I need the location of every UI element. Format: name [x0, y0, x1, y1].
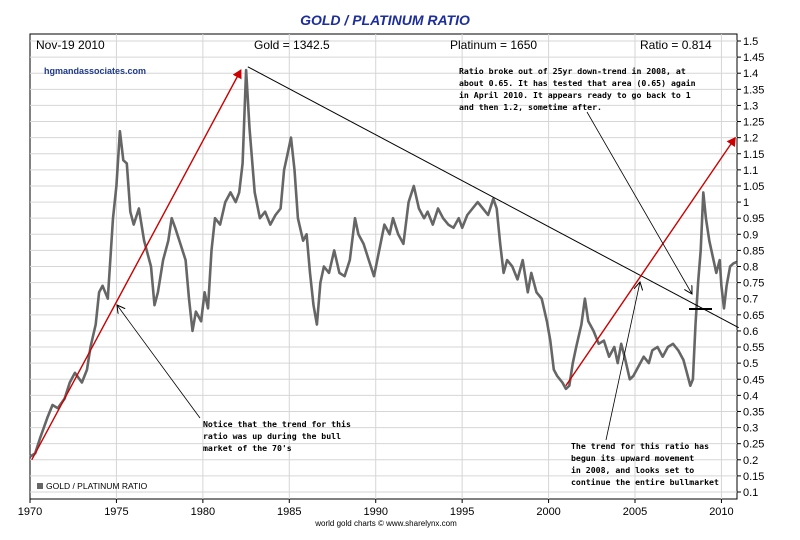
x-tick-label: 2010	[709, 506, 733, 518]
y-tick-label: 0.9	[743, 229, 758, 241]
x-tick-label: 1980	[191, 506, 215, 518]
y-tick-label: 0.4	[743, 390, 758, 402]
y-tick-label: 1.25	[743, 117, 764, 129]
x-axis: 1970 1975 1980 1985 1990 1995 2000 2005 2010	[18, 499, 734, 518]
bottom-note-line-3: in 2008, and looks set to	[571, 465, 694, 475]
y-tick-label: 1.5	[743, 36, 758, 48]
bottom-note-line-2: begun its upward movement	[571, 453, 694, 463]
series-line-gold-platinum-ratio	[29, 68, 738, 458]
x-tick-label: 2000	[536, 506, 560, 518]
y-tick-label: 1.45	[743, 52, 764, 64]
website-label: hgmandassociates.com	[44, 66, 146, 76]
top-note-line-1: Ratio broke out of 25yr down-trend in 20…	[459, 66, 686, 76]
left-note-line-3: market of the 70's	[203, 443, 292, 453]
header-platinum: Platinum = 1650	[450, 38, 537, 52]
y-tick-label: 0.8	[743, 262, 758, 274]
credit-label: world gold charts © www.sharelynx.com	[314, 519, 457, 528]
left-note-pointer	[117, 305, 201, 419]
top-note: Ratio broke out of 25yr down-trend in 20…	[459, 66, 696, 112]
legend-swatch	[37, 483, 43, 489]
header-ratio: Ratio = 0.814	[640, 38, 712, 52]
left-note-line-1: Notice that the trend for this	[203, 419, 351, 429]
y-tick-label: 1.15	[743, 149, 764, 161]
y-tick-label: 1.3	[743, 100, 758, 112]
x-tick-label: 1995	[450, 506, 474, 518]
y-tick-label: 0.15	[743, 471, 764, 483]
y-tick-label: 1.35	[743, 84, 764, 96]
y-tick-label: 0.75	[743, 278, 764, 290]
y-tick-label: 0.2	[743, 455, 758, 467]
x-tick-label: 2005	[623, 506, 647, 518]
y-tick-label: 1.1	[743, 165, 758, 177]
left-note-line-2: ratio was up during the bull	[203, 431, 341, 441]
y-tick-label: 1.2	[743, 133, 758, 145]
y-tick-label: 0.45	[743, 374, 764, 386]
bottom-note-line-1: The trend for this ratio has	[571, 441, 709, 451]
x-tick-label: 1990	[363, 506, 387, 518]
header-date: Nov-19 2010	[36, 38, 105, 52]
bottom-note: The trend for this ratio has begun its u…	[571, 441, 719, 487]
y-tick-label: 0.3	[743, 423, 758, 435]
y-tick-label: 0.1	[743, 487, 758, 499]
y-tick-label: 0.35	[743, 406, 764, 418]
series-group	[29, 68, 738, 458]
trend-lines-group	[31, 66, 739, 461]
header-gold: Gold = 1342.5	[254, 38, 330, 52]
x-tick-label: 1975	[104, 506, 128, 518]
y-tick-label: 0.55	[743, 342, 764, 354]
trend-line-2	[247, 66, 739, 329]
y-tick-label: 1.05	[743, 181, 764, 193]
top-note-line-3: in April 2010. It appears ready to go ba…	[459, 90, 691, 100]
annotation-pointers	[117, 111, 712, 441]
y-tick-label: 1	[743, 197, 749, 209]
trend-line-1	[31, 69, 242, 461]
y-axis: 0.1 0.15 0.2 0.25 0.3 0.35 0.4 0.45 0.5 0.55 0.6 0.…	[737, 36, 764, 499]
top-note-line-2: about 0.65. It has tested that area (0.6…	[459, 78, 696, 88]
top-note-pointer	[586, 111, 692, 294]
bottom-note-line-4: continue the entire bullmarket	[571, 477, 719, 487]
legend: GOLD / PLATINUM RATIO	[37, 481, 148, 491]
bottom-note-pointer	[605, 282, 640, 441]
y-tick-label: 0.95	[743, 213, 764, 225]
chart-title: GOLD / PLATINUM RATIO	[300, 12, 470, 28]
y-tick-label: 0.7	[743, 294, 758, 306]
top-note-line-4: and then 1.2, sometime after.	[459, 102, 602, 112]
trend-line-3	[565, 136, 736, 387]
y-tick-label: 1.4	[743, 68, 758, 80]
x-tick-label: 1970	[18, 506, 42, 518]
y-tick-label: 0.65	[743, 310, 764, 322]
y-tick-label: 0.5	[743, 358, 758, 370]
legend-label: GOLD / PLATINUM RATIO	[46, 481, 148, 491]
left-note: Notice that the trend for this ratio was…	[203, 419, 351, 453]
y-tick-label: 0.6	[743, 326, 758, 338]
y-tick-label: 0.25	[743, 439, 764, 451]
x-tick-label: 1985	[277, 506, 301, 518]
y-tick-label: 0.85	[743, 245, 764, 257]
